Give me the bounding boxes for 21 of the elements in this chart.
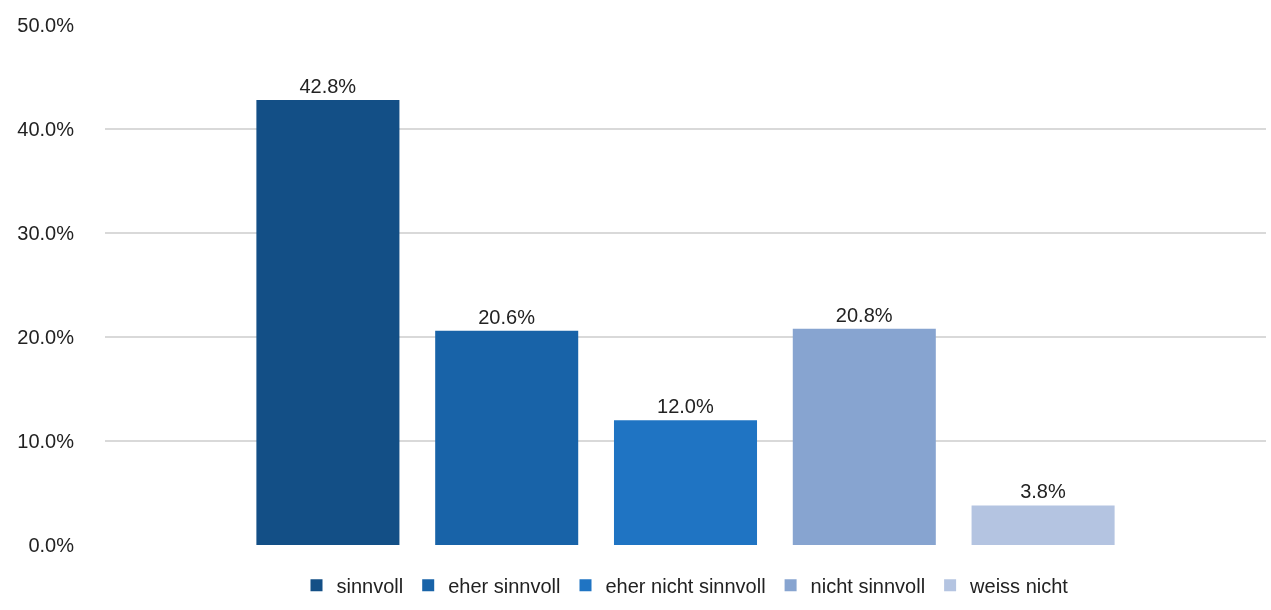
legend-label: weiss nicht <box>969 575 1069 598</box>
data-label: 20.6% <box>478 305 536 328</box>
y-tick-label: 30.0% <box>17 222 75 244</box>
data-label: 42.8% <box>299 74 357 97</box>
bar <box>435 330 579 545</box>
legend-label: eher nicht sinnvoll <box>605 575 766 598</box>
bar <box>971 505 1115 545</box>
y-tick-label: 40.0% <box>17 118 75 140</box>
y-tick-label: 20.0% <box>17 326 75 348</box>
y-tick-label: 50.0% <box>17 14 75 36</box>
bar <box>256 99 400 545</box>
data-label: 20.8% <box>835 303 893 326</box>
legend-label: nicht sinnvoll <box>810 575 926 598</box>
y-tick-label: 0.0% <box>28 534 75 556</box>
data-label: 3.8% <box>1020 480 1066 503</box>
legend-label: eher sinnvoll <box>448 575 561 598</box>
legend-label: sinnvoll <box>336 575 404 598</box>
bar <box>613 420 758 545</box>
data-label: 12.0% <box>657 395 714 418</box>
y-tick-label: 10.0% <box>17 430 75 452</box>
bar <box>792 328 936 545</box>
